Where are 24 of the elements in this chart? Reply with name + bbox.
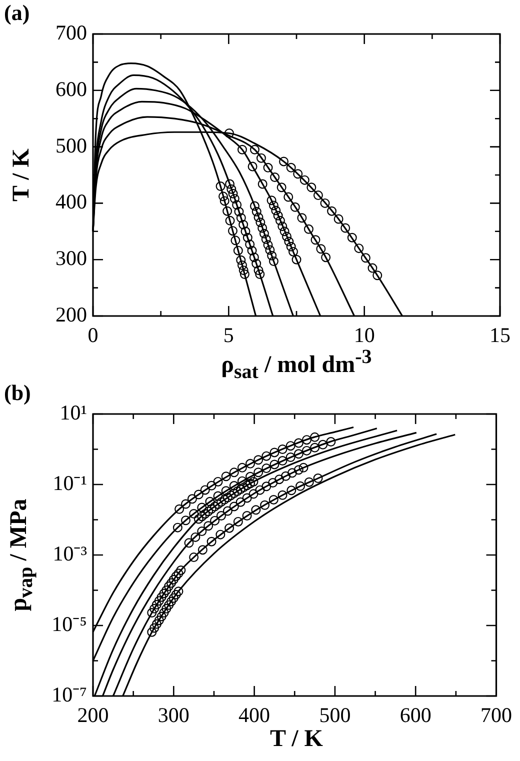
x-tick-label: 400 xyxy=(238,703,270,728)
y-tick-label: 400 xyxy=(56,190,87,214)
y-tick-label: 10⁻³ xyxy=(52,542,87,566)
x-axis-title: T / K xyxy=(269,726,324,753)
x-tick-label: 5 xyxy=(223,323,234,348)
y-tick-label: 10¹ xyxy=(60,400,87,425)
x-tick-label: 0 xyxy=(88,323,98,348)
y-tick-label: 300 xyxy=(56,246,87,270)
y-tick-label: 600 xyxy=(56,76,87,101)
x-tick-label: 15 xyxy=(490,323,510,348)
y-tick-label: 10⁻¹ xyxy=(52,471,87,496)
chart-title: (a) xyxy=(4,0,30,26)
chart-title: (b) xyxy=(4,380,31,406)
y-axis-title: T / K xyxy=(8,148,36,202)
x-tick-label: 300 xyxy=(158,703,190,728)
x-axis-title: ρ$_{sat}$ / mol dm$^{-3}$ xyxy=(220,346,373,384)
x-tick-label: 600 xyxy=(400,703,432,728)
y-tick-label: 10⁻⁵ xyxy=(52,612,87,636)
x-tick-label: 10 xyxy=(354,323,375,348)
y-tick-label: 200 xyxy=(56,302,87,327)
y-tick-label: 500 xyxy=(56,133,87,158)
x-tick-label: 500 xyxy=(319,703,351,728)
y-tick-label: 700 xyxy=(56,20,87,45)
x-tick-label: 700 xyxy=(480,703,512,728)
